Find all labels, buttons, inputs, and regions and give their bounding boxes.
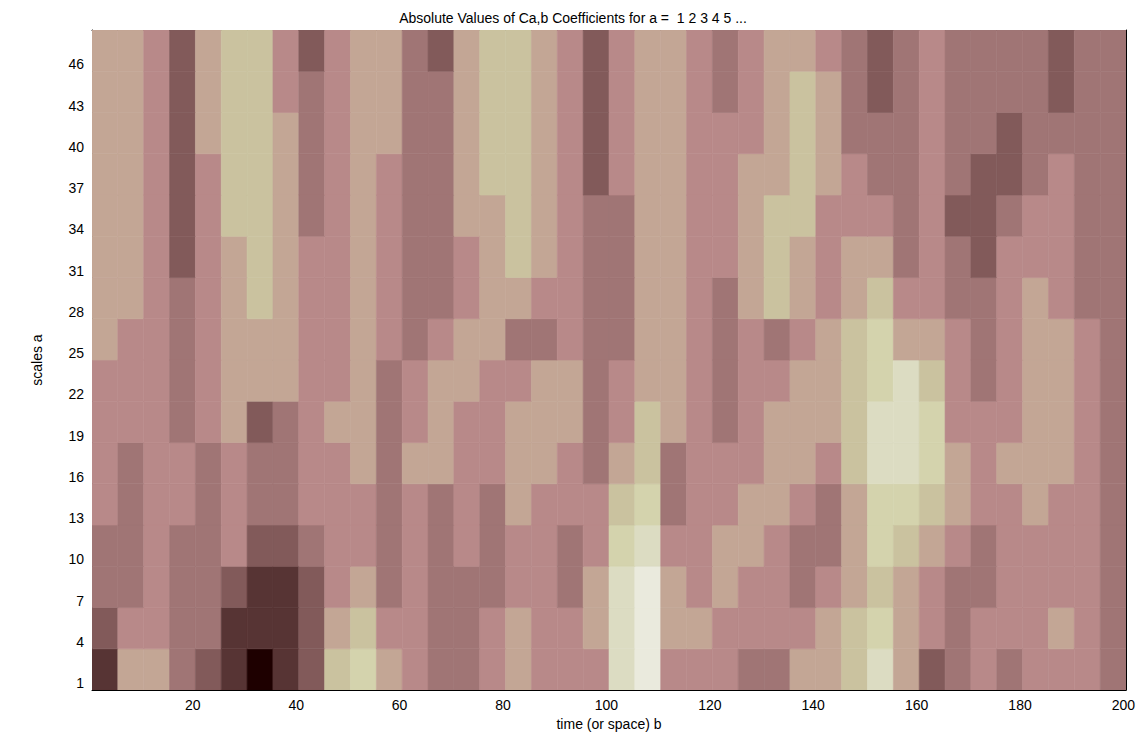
svg-text:46: 46: [68, 56, 84, 72]
svg-text:60: 60: [392, 697, 408, 713]
svg-text:37: 37: [68, 180, 84, 196]
svg-text:43: 43: [68, 98, 84, 114]
svg-text:22: 22: [68, 386, 84, 402]
svg-text:160: 160: [905, 697, 929, 713]
svg-text:19: 19: [68, 428, 84, 444]
svg-text:31: 31: [68, 263, 84, 279]
svg-text:120: 120: [698, 697, 722, 713]
svg-text:Absolute Values of Ca,b Coeffi: Absolute Values of Ca,b Coefficients for…: [399, 10, 747, 26]
svg-text:140: 140: [802, 697, 826, 713]
svg-text:28: 28: [68, 304, 84, 320]
svg-text:7: 7: [76, 593, 84, 609]
svg-text:40: 40: [288, 697, 304, 713]
svg-text:1: 1: [76, 675, 84, 691]
svg-text:scales a: scales a: [29, 334, 45, 386]
svg-text:time (or space) b: time (or space) b: [556, 716, 661, 732]
svg-text:40: 40: [68, 139, 84, 155]
svg-text:100: 100: [595, 697, 619, 713]
svg-text:200: 200: [1112, 697, 1136, 713]
svg-text:4: 4: [76, 634, 84, 650]
svg-text:20: 20: [185, 697, 201, 713]
svg-text:180: 180: [1008, 697, 1032, 713]
svg-text:10: 10: [68, 551, 84, 567]
svg-text:80: 80: [495, 697, 511, 713]
svg-text:25: 25: [68, 345, 84, 361]
svg-text:34: 34: [68, 221, 84, 237]
svg-text:13: 13: [68, 510, 84, 526]
svg-text:16: 16: [68, 469, 84, 485]
